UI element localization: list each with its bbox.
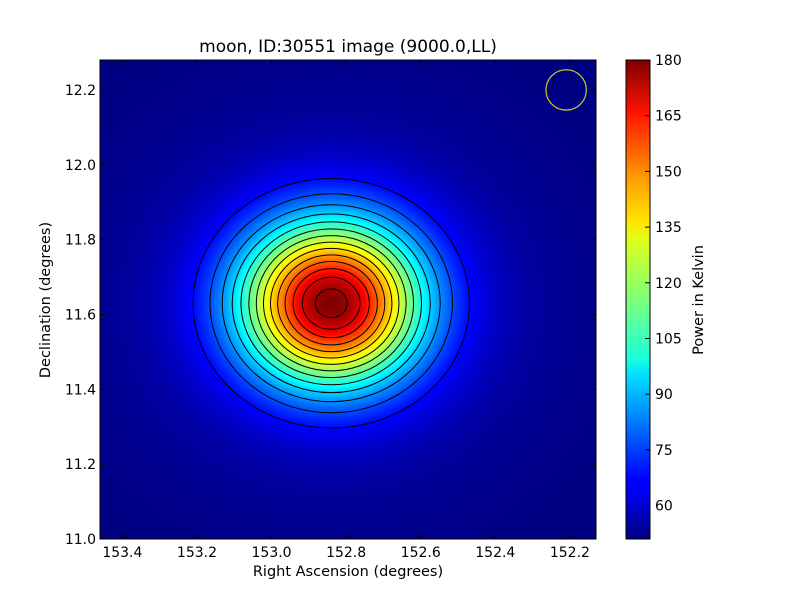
y-tick-label: 12.0 (65, 158, 96, 174)
x-tick-label: 152.2 (550, 545, 590, 561)
colorbar: 60 75 90 105 120 135 150 165 180 Power in Kelvin (625, 53, 707, 540)
contour-line (301, 276, 361, 330)
contour-line (248, 228, 415, 379)
chart-title: moon, ID:30551 image (9000.0,LL) (199, 37, 497, 57)
plot-area (99, 59, 597, 540)
contour-line (292, 268, 370, 339)
contour-lines (192, 177, 470, 429)
beam-marker (545, 69, 587, 111)
colorbar-tick-label: 90 (655, 387, 673, 403)
contour-line (255, 235, 407, 372)
x-axis-ticks: 153.4 153.2 153.0 152.8 152.6 152.4 152.2 (102, 60, 590, 561)
x-tick-label: 153.2 (177, 545, 217, 561)
x-tick-label: 152.4 (475, 545, 515, 561)
y-tick-label: 11.2 (65, 457, 96, 473)
contour-line (314, 288, 348, 319)
y-tick-label: 11.0 (65, 532, 96, 548)
colorbar-tick-label: 135 (655, 220, 682, 236)
heatmap-image (100, 60, 596, 539)
colorbar-label: Power in Kelvin (691, 245, 707, 355)
colorbar-ticks: 60 75 90 105 120 135 150 165 180 (645, 53, 682, 515)
y-tick-label: 12.2 (65, 83, 96, 99)
x-tick-label: 153.0 (252, 545, 292, 561)
contour-line (209, 193, 453, 414)
colorbar-tick-label: 120 (655, 276, 682, 292)
colorbar-tick-label: 165 (655, 109, 682, 125)
y-axis-ticks: 11.0 11.2 11.4 11.6 11.8 12.0 12.2 (65, 83, 596, 548)
colorbar-tick-label: 180 (655, 53, 682, 69)
colorbar-tick-label: 105 (655, 331, 682, 347)
y-tick-label: 11.6 (65, 307, 96, 323)
contour-line (262, 241, 400, 365)
contour-line (231, 213, 431, 394)
y-tick-label: 11.4 (65, 382, 96, 398)
contour-line (192, 177, 470, 429)
contour-line (277, 254, 386, 353)
colorbar-tick-label: 60 (655, 499, 673, 515)
x-tick-label: 152.8 (326, 545, 366, 561)
contour-line (270, 247, 393, 359)
x-axis-label: Right Ascension (degrees) (253, 564, 443, 580)
y-tick-label: 11.8 (65, 233, 96, 249)
plot-frame (99, 59, 597, 540)
x-tick-label: 152.6 (401, 545, 441, 561)
x-tick-label: 153.4 (102, 545, 142, 561)
contour-line (221, 204, 441, 403)
colorbar-gradient (625, 59, 651, 540)
y-axis-label: Declination (degrees) (38, 222, 54, 378)
contour-line (240, 221, 422, 386)
colorbar-tick-label: 150 (655, 164, 682, 180)
contour-line (284, 261, 378, 346)
colorbar-tick-label: 75 (655, 443, 673, 459)
